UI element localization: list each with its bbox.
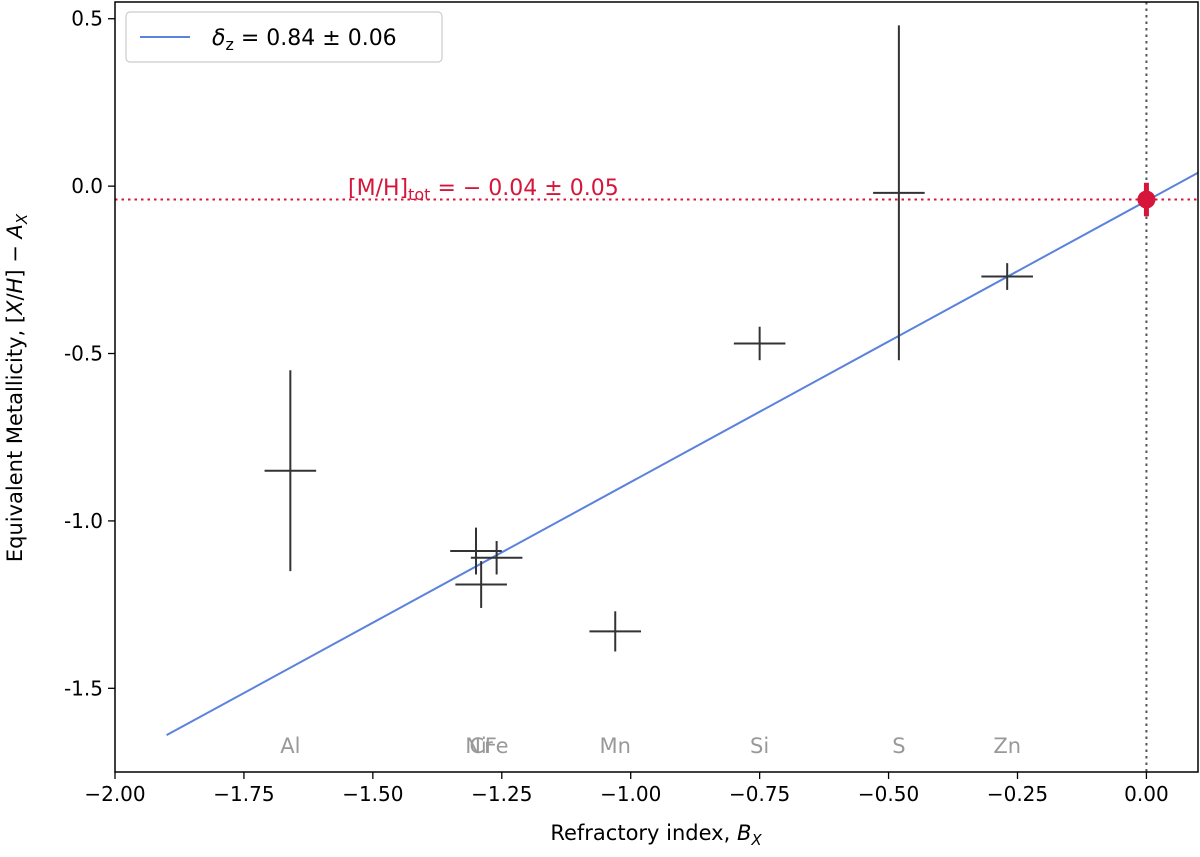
data-point-si (733, 326, 786, 361)
y-tick-label: -0.5 (64, 342, 103, 366)
y-tick-label: -1.0 (64, 509, 103, 533)
fit-line-layer (166, 171, 1199, 737)
y-axis-ticks: 0.5 0.0 -0.5 -1.0 -1.5 (64, 7, 115, 700)
plot-frame (114, 1, 1199, 773)
data-point-s (873, 25, 925, 361)
metallicity-point (1137, 190, 1156, 209)
total-metallicity-marker (1137, 182, 1156, 217)
element-label-cr: Cr (470, 734, 494, 758)
legend-box (125, 11, 443, 63)
element-label-fe: Fe (485, 734, 509, 758)
x-tick-label: −1.00 (600, 782, 661, 806)
element-label-ni: Ni (465, 734, 487, 758)
x-tick-label: −0.25 (987, 782, 1048, 806)
data-points (264, 25, 1033, 652)
x-tick-label: −2.00 (84, 782, 145, 806)
y-tick-label: 0.0 (71, 174, 103, 198)
element-label-al: Al (280, 734, 300, 758)
legend-label: δz = 0.84 ± 0.06 (212, 26, 397, 54)
x-tick-label: −1.50 (342, 782, 403, 806)
y-tick-label: -1.5 (64, 676, 103, 700)
x-tick-label: 0.00 (1124, 782, 1169, 806)
data-point-zn (981, 263, 1033, 290)
x-tick-label: −1.25 (471, 782, 532, 806)
y-tick-label: 0.5 (71, 7, 103, 31)
data-point-fe (470, 541, 523, 575)
x-tick-label: −0.50 (858, 782, 919, 806)
fit-line (166, 171, 1199, 737)
x-tick-label: −1.75 (213, 782, 274, 806)
x-tick-label: −0.75 (729, 782, 790, 806)
x-axis-ticks: −2.00 −1.75 −1.50 −1.25 −1.00 −0.75 −0.50 −0.25… (84, 772, 1169, 806)
data-point-ni (450, 527, 502, 575)
element-label-s: S (892, 734, 905, 758)
data-point-cr (455, 561, 507, 608)
reference-lines (115, 2, 1198, 772)
element-label-si: Si (750, 734, 769, 758)
data-point-mn (589, 611, 642, 652)
element-label-zn: Zn (993, 734, 1021, 758)
element-label-mn: Mn (600, 734, 631, 758)
data-point-al (264, 370, 317, 572)
x-axis-title: Refractory index, BX (550, 821, 762, 849)
legend: δz = 0.84 ± 0.06 (125, 11, 443, 63)
total-metallicity-label: [M/H]tot = − 0.04 ± 0.05 (348, 176, 619, 204)
y-axis-title: Equivalent Metallicity, [X/H] − AX (3, 213, 31, 562)
